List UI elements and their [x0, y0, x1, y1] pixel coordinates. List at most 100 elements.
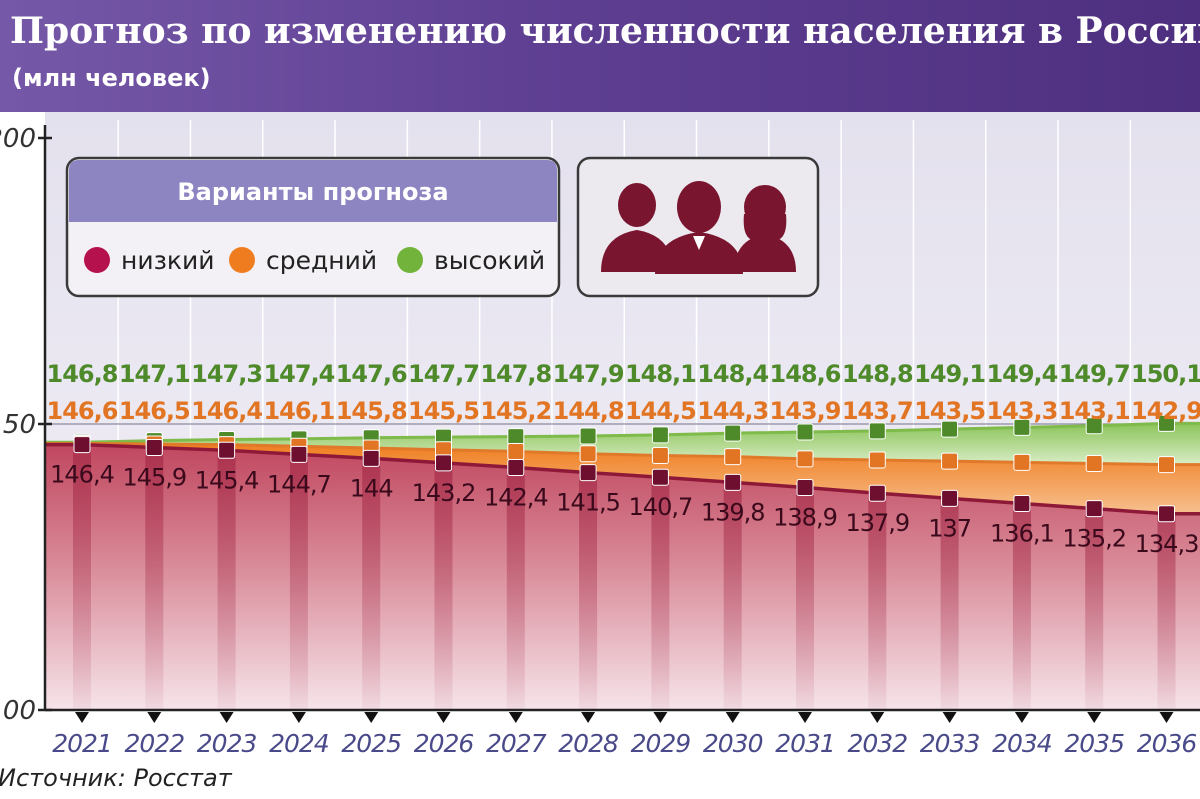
marker-medium: [1013, 453, 1031, 471]
x-tick-marker: [870, 712, 885, 723]
value-label-low: 140,7: [629, 493, 693, 521]
column-bar: [651, 477, 670, 710]
y-tick-label: 150: [0, 410, 36, 440]
value-label-medium: 143,1: [1059, 397, 1130, 425]
chart-title: Прогноз по изменению численности населен…: [10, 10, 1200, 52]
x-tick-label: 2030: [703, 729, 763, 758]
marker-low: [362, 449, 380, 467]
marker-low: [868, 484, 886, 502]
x-tick-marker: [1159, 712, 1174, 723]
people-group-icon: [601, 181, 796, 274]
value-label-low: 135,2: [1062, 525, 1126, 553]
line-medium: [45, 441, 1200, 467]
value-label-high: 149,1: [914, 360, 985, 388]
value-label-high: 148,6: [770, 360, 841, 388]
column-bar: [1157, 513, 1176, 710]
marker-low: [435, 454, 452, 472]
value-label-low: 137,9: [845, 509, 909, 537]
value-label-high: 147,4: [263, 360, 334, 388]
column-bar: [145, 447, 164, 710]
column-bar: [1085, 508, 1104, 710]
column-bar: [1012, 503, 1031, 710]
people-icon-highlights: [693, 236, 705, 250]
value-label-high: 149,4: [986, 360, 1057, 388]
value-label-high: 147,9: [553, 360, 624, 388]
value-label-medium: 144,8: [553, 397, 624, 425]
value-label-low: 137: [928, 514, 971, 542]
marker-medium: [579, 445, 597, 463]
value-label-high: 147,3: [191, 360, 262, 388]
value-label-high: 147,1: [119, 360, 190, 388]
value-label-low: 141,5: [556, 489, 620, 517]
column-bar: [868, 493, 887, 710]
x-tick-marker: [219, 712, 234, 723]
y-tick-label: 200: [0, 124, 36, 154]
marker-low: [651, 468, 669, 486]
x-tick-marker: [581, 712, 596, 723]
value-label-medium: 146,1: [263, 397, 334, 425]
column-bar: [723, 482, 742, 710]
value-label-high: 149,7: [1059, 360, 1130, 388]
column-bar: [73, 444, 91, 710]
area-low: [45, 444, 1200, 710]
area-high: [45, 423, 1200, 465]
marker-low: [724, 473, 742, 491]
x-tick-label: 2027: [486, 729, 547, 758]
x-tick-label: 2031: [775, 729, 835, 758]
marker-high: [941, 420, 959, 438]
x-tick-marker: [1014, 712, 1029, 723]
header-banner: Прогноз по изменению численности населен…: [0, 0, 1200, 112]
people-icon-box: [576, 156, 820, 298]
legend-swatch-low: [84, 247, 110, 273]
legend-label-high: высокий: [434, 246, 545, 275]
value-label-low: 136,1: [990, 520, 1054, 548]
legend-swatch-high: [397, 247, 423, 273]
marker-medium: [651, 446, 669, 464]
x-tick-marker: [798, 712, 812, 723]
x-tick-marker: [147, 712, 162, 723]
value-label-low: 144,7: [267, 470, 331, 498]
x-tick-label: 2025: [341, 729, 401, 758]
value-label-high: 147,7: [408, 360, 479, 388]
value-label-medium: 143,3: [986, 397, 1057, 425]
value-label-high: 150,1: [1131, 360, 1200, 388]
x-tick-marker: [75, 712, 89, 723]
x-tick-label: 2035: [1064, 729, 1124, 758]
value-label-low: 146,4: [50, 461, 114, 489]
marker-low: [290, 445, 308, 463]
value-label-medium: 146,4: [191, 397, 262, 425]
chart-subtitle: (млн человек): [12, 64, 211, 92]
marker-high: [1158, 414, 1175, 432]
line-high: [45, 421, 1200, 444]
value-label-high: 147,6: [336, 360, 407, 388]
marker-high: [796, 423, 814, 441]
marker-low: [1085, 500, 1103, 518]
marker-low: [1158, 505, 1175, 523]
x-tick-marker: [653, 712, 668, 723]
value-label-low: 139,8: [701, 498, 765, 526]
marker-medium: [1158, 456, 1175, 474]
value-label-high: 148,8: [842, 360, 913, 388]
column-bar: [217, 450, 236, 710]
legend: Варианты прогноза низкий средний высокий: [65, 156, 561, 298]
marker-low: [507, 458, 525, 476]
column-bar: [506, 467, 525, 710]
marker-low: [941, 489, 959, 507]
x-tick-marker: [436, 712, 451, 723]
x-tick-label: 2022: [124, 729, 184, 758]
value-label-medium: 145,8: [336, 397, 407, 425]
legend-header-bg: [69, 160, 557, 222]
x-tick-label: 2034: [992, 729, 1052, 758]
x-tick-label: 2032: [847, 729, 907, 758]
marker-high: [1013, 418, 1031, 436]
x-tick-marker: [364, 712, 379, 723]
value-label-medium: 146,5: [119, 397, 190, 425]
value-label-low: 138,9: [773, 503, 837, 531]
value-label-medium: 143,5: [914, 397, 985, 425]
marker-high: [507, 428, 525, 446]
column-bar: [362, 458, 381, 710]
column-bar: [796, 487, 814, 710]
marker-low: [145, 438, 163, 456]
